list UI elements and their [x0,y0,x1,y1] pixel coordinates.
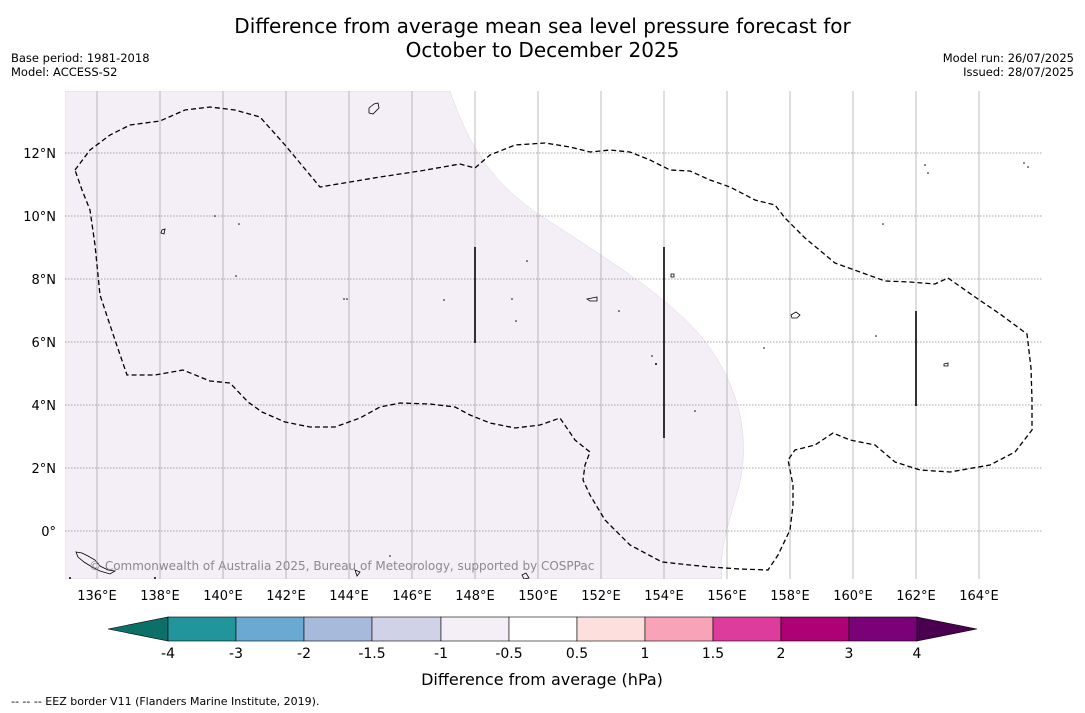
lon-label: 160°E [833,589,873,604]
lat-label: 6°N [32,336,57,351]
lon-label: 138°E [140,589,180,604]
colorbar-tick: 1.5 [702,646,724,662]
colorbar-segment [303,616,373,642]
lon-labels: 136°E 138°E 140°E 142°E 144°E 146°E 148°… [77,589,999,604]
colorbar-tick: 0.5 [566,646,588,662]
colorbar-segment [780,616,850,642]
lat-label: 12°N [23,147,56,162]
lon-label: 152°E [581,589,621,604]
colorbar-segment [848,616,918,642]
colorbar-segment [371,616,442,642]
model-run: Model run: 26/07/2025 [942,51,1074,65]
base-period: Base period: 1981-2018 [11,51,150,65]
colorbar-tick: -1 [434,646,448,662]
colorbar-segment [440,616,510,642]
colorbar-min-extension [107,616,169,642]
lat-labels: 12°N 10°N 8°N 6°N 4°N 2°N 0° [23,147,56,540]
colorbar-title: Difference from average (hPa) [421,670,663,689]
colorbar-tick: 3 [845,646,854,662]
colorbar-max-extension [916,616,978,642]
lon-label: 148°E [455,589,495,604]
lon-label: 162°E [896,589,936,604]
colorbar-ticks: -4 -3 -2 -1.5 -1 -0.5 0.5 1 1.5 2 3 4 [161,646,922,662]
colorbar-tick: -3 [229,646,243,662]
map-title: Difference from average mean sea level p… [0,14,1085,62]
lon-label: 144°E [329,589,369,604]
colorbar-tick: -2 [297,646,311,662]
pressure-anomaly-shading [65,91,744,579]
lon-label: 140°E [203,589,243,604]
ensemble-marker-lines [474,247,917,438]
lon-label: 150°E [518,589,558,604]
colorbar-tick: 1 [641,646,650,662]
lon-label: 136°E [77,589,117,604]
lon-label: 154°E [644,589,684,604]
island-outlines [75,102,949,579]
lon-label: 164°E [959,589,999,604]
title-line-1: Difference from average mean sea level p… [234,14,851,38]
lat-label: 4°N [32,399,57,414]
eez-border [74,106,1033,571]
lon-label: 142°E [266,589,306,604]
copyright-notice: © Commonwealth of Australia 2025, Bureau… [89,559,594,573]
colorbar-segment [508,616,578,642]
colorbar-segment [167,616,237,642]
map-panel: © Commonwealth of Australia 2025, Bureau… [65,91,1042,579]
colorbar-segment [644,616,714,642]
meta-right: Model run: 26/07/2025 Issued: 28/07/2025 [943,51,1074,79]
colorbar-segment [712,616,782,642]
model-name: Model: ACCESS-S2 [11,65,118,79]
colorbar-segment [235,616,305,642]
lat-label: 2°N [32,462,57,477]
lat-label: 0° [41,525,56,540]
lat-label: 8°N [32,273,57,288]
colorbar-tick: -4 [161,646,175,662]
issued-date: Issued: 28/07/2025 [963,65,1074,79]
colorbar-tick: -1.5 [358,646,385,662]
lat-label: 10°N [23,210,56,225]
lon-label: 156°E [707,589,747,604]
colorbar-tick: 2 [777,646,786,662]
colorbar [107,616,978,642]
meta-left: Base period: 1981-2018 Model: ACCESS-S2 [11,51,150,79]
colorbar-tick: -0.5 [495,646,522,662]
title-line-2: October to December 2025 [405,38,680,62]
colorbar-segment [576,616,646,642]
colorbar-tick: 4 [913,646,922,662]
island-dots [69,162,1029,579]
lon-label: 158°E [770,589,810,604]
eez-footnote: -- -- -- EEZ border V11 (Flanders Marine… [11,695,320,708]
lon-label: 146°E [392,589,432,604]
